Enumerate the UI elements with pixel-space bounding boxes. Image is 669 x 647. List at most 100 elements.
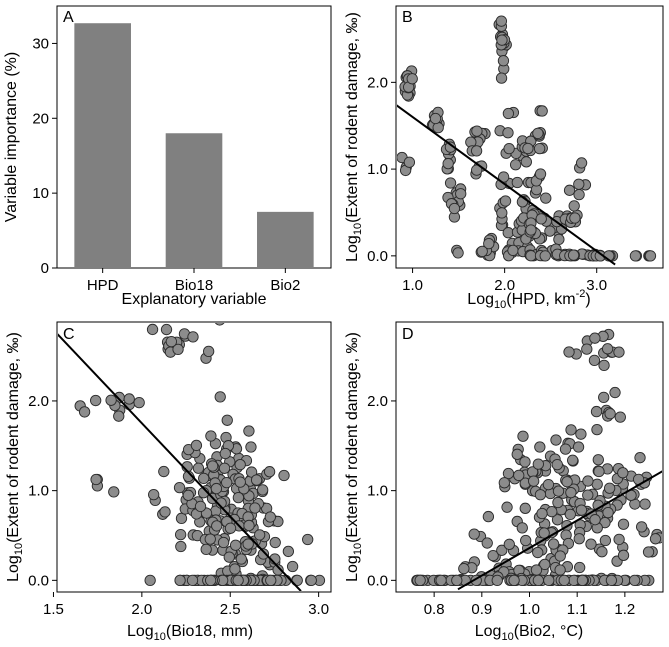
panel-d-x-tick-label-4: 1.2 [614,601,635,618]
panel-d-point-229 [458,562,470,575]
panel-b-x-label: Log10(HPD, km-2) [467,288,590,311]
panel-d-point-57 [634,452,646,464]
panel-b-point-127 [502,227,514,239]
panel-d-point-129 [551,458,563,471]
panel-c-point-203 [223,551,235,563]
panel-d-point-294 [532,574,544,586]
panel-d-point-group [411,328,662,591]
panel-d-point-204 [585,538,597,550]
panel-b-point-185 [533,142,546,155]
panel-b-point-200 [539,250,551,262]
panel-c-point-141 [205,430,217,442]
panel-c-point-158 [206,460,219,472]
panel-d-point-221 [530,564,543,576]
panel-d: D 0.8 0.9 1.0 1.1 1.2 0.01.02.0 Log10(Bio2, … [344,321,664,643]
panel-c-point-25 [113,410,125,422]
panel-c-point-124 [263,466,276,478]
panel-b-point-238 [575,157,588,169]
panel-b-point-31 [429,112,442,125]
panel-c-point-278 [144,574,156,586]
panel-d-point-132 [528,475,540,487]
panel-a-x-tick-label-0: HPD [87,277,119,294]
panel-d-point-166 [589,514,601,526]
panel-d-point-168 [520,534,532,547]
panel-d-point-139 [567,454,579,466]
panel-d-point-205 [617,549,630,561]
panel-d-point-196 [554,550,566,562]
panel-d-point-210 [503,538,515,550]
panel-d-point-151 [565,486,577,499]
panel-c-point-19 [133,396,145,409]
panel-b-point-184 [536,105,548,117]
panel-b-point-53 [448,202,461,215]
panel-c-point-208 [194,500,207,513]
panel-c-point-140 [182,489,194,501]
panel-b-point-175 [525,224,537,236]
panel-b-point-207 [535,213,547,225]
panel-d-point-12 [588,354,601,367]
panel-b-point-51 [444,177,457,189]
panel-b-point-113 [495,72,508,84]
panel-c-point-220 [243,519,255,532]
panel-c-y-tick-label-1: 1.0 [28,483,49,500]
panel-c-point-144 [245,441,257,453]
panel-d-x-ticks: 0.8 0.9 1.0 1.1 1.2 [424,592,635,618]
panel-c-point-207 [286,560,299,573]
panel-d-point-300 [491,574,503,586]
panel-c-point-164 [218,462,231,474]
panel-d-point-188 [642,546,655,558]
panel-b-point-52 [455,188,467,200]
panel-b-y-tick-label-2: 2.0 [367,74,388,91]
panel-c-point-205 [204,533,216,545]
panel-c-y-label-sub: 10 [13,543,25,555]
panel-b-point-19 [403,156,416,168]
panel-d-point-63 [501,501,513,513]
panel-a-y-label: Variable importance (%) [3,52,20,222]
panel-d-point-200 [574,561,586,574]
panel-d-point-171 [496,544,508,556]
panel-c-frame [56,321,332,593]
panel-c-point-224 [242,538,254,550]
panel-c-point-46 [175,512,188,524]
panel-b-y-label-post: (Extent of rodent damage, ‰) [344,12,361,223]
panel-d-point-125 [591,424,603,436]
panel-c-x-tick-label-0: 1.5 [43,601,64,618]
panel-c-point-160 [234,476,246,488]
panel-d-x-label-post: (Bio2, °C) [514,623,584,640]
panel-b-points [397,15,657,266]
panel-b-point-80 [483,237,495,250]
panel-d-point-149 [513,469,525,482]
panel-d-point-150 [564,508,576,521]
panel-b-point-252 [567,249,580,261]
panel-c-point-34 [148,488,160,501]
panel-c-point-77 [175,540,187,553]
panel-d-y-label-pre: Log [344,555,361,582]
panel-b-point-208 [553,233,565,246]
panel-d-point-145 [532,458,544,470]
panel-b-y-label-sub: 10 [352,223,364,235]
panel-d-y-ticks: 0.0 1.0 2.0 [367,393,396,589]
panel-d-y-tick-label-1: 1.0 [367,483,388,500]
panel-b-frame [395,5,664,269]
panel-d-point-94 [519,456,531,468]
panel-d-point-9 [589,332,601,344]
panel-b-point-68 [470,145,483,157]
panel-c-y-ticks: 0.0 1.0 2.0 [28,393,57,589]
panel-a-bar-2 [257,211,314,268]
panel-d-point-116 [542,479,555,491]
panel-b-point-81 [476,245,488,258]
panel-d-x-label-sub: 10 [501,631,513,643]
panel-c-x-ticks: 1.5 2.0 2.5 3.0 [43,592,329,618]
panel-b-point-40 [442,157,454,170]
panel-d-point-21 [604,408,616,420]
panel-d-x-label-pre: Log [475,623,502,640]
panel-d-point-59 [565,424,577,436]
panel-d-point-194 [481,537,493,549]
panel-d-point-138 [552,496,564,509]
panel-d-point-310 [628,574,641,586]
panel-d-point-100 [519,502,531,514]
panel-b-point-240 [573,178,585,190]
panel-d-point-27 [534,441,546,453]
panel-a-y-tick-label-0: 0 [41,260,49,277]
